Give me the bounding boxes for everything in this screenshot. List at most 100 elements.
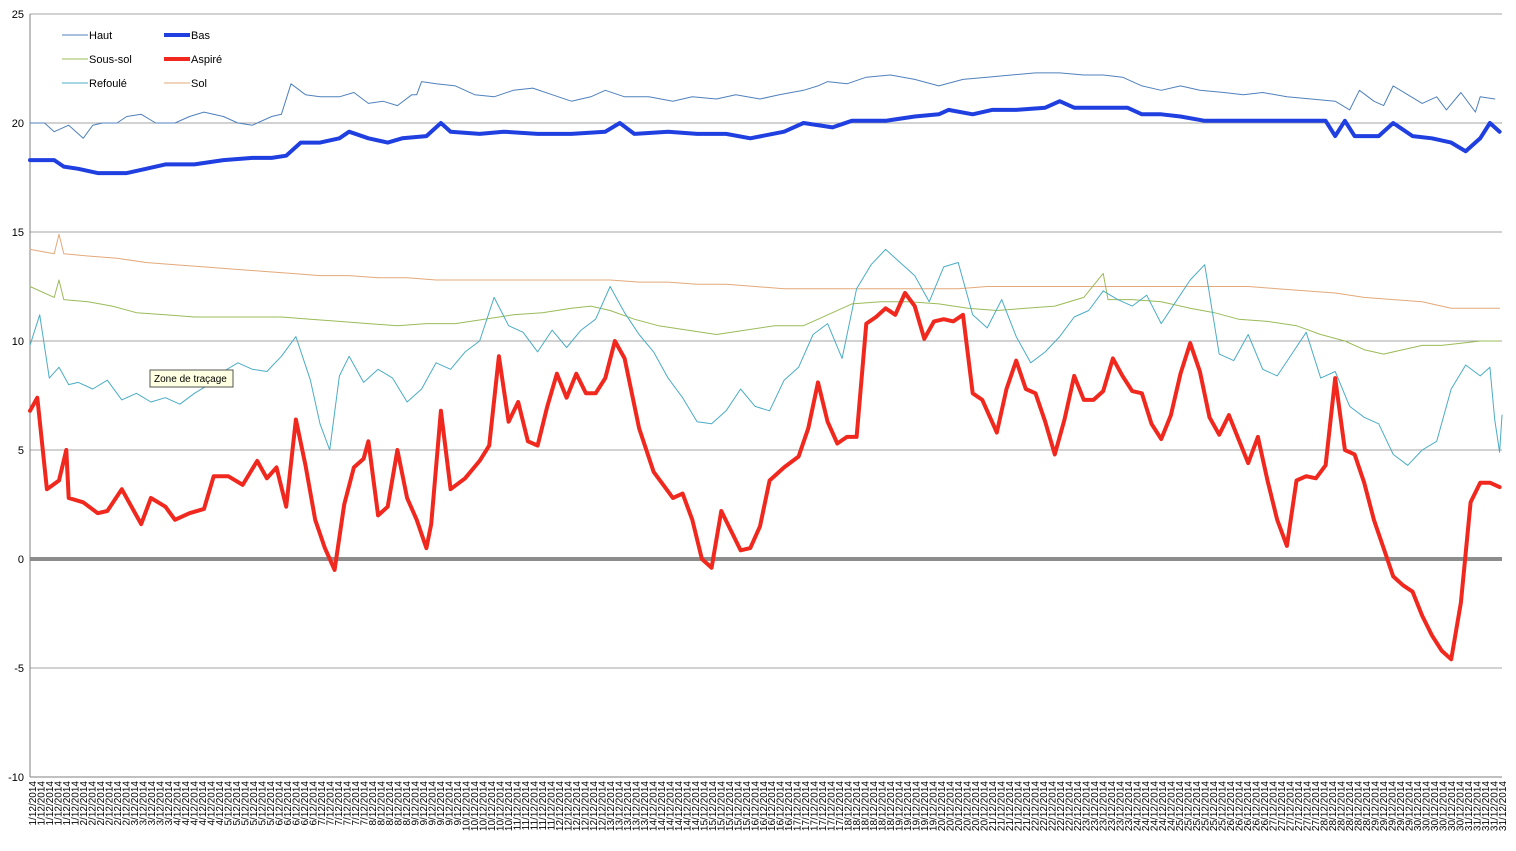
x-tick-label: 12/12/2014	[563, 781, 574, 831]
x-tick-label: 9/12/2014	[453, 781, 464, 826]
x-tick-label: 5/12/2014	[232, 781, 243, 826]
x-tick-label: 25/12/2014	[1192, 781, 1203, 831]
x-tick-label: 17/12/2014	[818, 781, 829, 831]
x-tick-label: 13/12/2014	[631, 781, 642, 831]
x-tick-label: 16/12/2014	[759, 781, 770, 831]
y-tick-label: 25	[12, 9, 24, 21]
x-tick-label: 18/12/2014	[852, 781, 863, 831]
x-tick-label: 2/12/2014	[87, 781, 98, 826]
legend-label: Refoulé	[89, 78, 127, 90]
x-tick-label: 25/12/2014	[1184, 781, 1195, 831]
x-tick-label: 12/12/2014	[555, 781, 566, 831]
x-tick-label: 3/12/2014	[138, 781, 149, 826]
x-tick-label: 5/12/2014	[266, 781, 277, 826]
x-tick-label: 11/12/2014	[546, 781, 557, 831]
series-line-aspir	[28, 291, 1502, 662]
x-tick-label: 19/12/2014	[920, 781, 931, 831]
x-tick-label: 8/12/2014	[393, 781, 404, 826]
x-tick-label: 31/12/2014	[1473, 781, 1484, 831]
x-tick-label: 22/12/2014	[1065, 781, 1076, 831]
x-tick-label: 5/12/2014	[249, 781, 260, 826]
x-tick-label: 11/12/2014	[538, 781, 549, 831]
x-tick-label: 11/12/2014	[512, 781, 523, 831]
y-tick-label: 5	[18, 445, 24, 457]
x-tick-label: 30/12/2014	[1439, 781, 1450, 831]
x-tick-label: 14/12/2014	[691, 781, 702, 831]
x-tick-label: 2/12/2014	[104, 781, 115, 826]
x-tick-label: 22/12/2014	[1031, 781, 1042, 831]
x-tick-label: 6/12/2014	[300, 781, 311, 826]
x-tick-label: 4/12/2014	[181, 781, 192, 826]
x-tick-label: 15/12/2014	[733, 781, 744, 831]
x-tick-label: 17/12/2014	[827, 781, 838, 831]
x-tick-label: 28/12/2014	[1354, 781, 1365, 831]
x-tick-label: 23/12/2014	[1124, 781, 1135, 831]
x-tick-label: 21/12/2014	[1005, 781, 1016, 831]
x-tick-label: 15/12/2014	[725, 781, 736, 831]
x-tick-label: 27/12/2014	[1286, 781, 1297, 831]
x-tick-label: 20/12/2014	[954, 781, 965, 831]
x-tick-label: 21/12/2014	[1022, 781, 1033, 831]
x-tick-label: 19/12/2014	[903, 781, 914, 831]
x-tick-label: 1/12/2014	[28, 781, 39, 826]
x-tick-label: 20/12/2014	[963, 781, 974, 831]
x-tick-label: 7/12/2014	[342, 781, 353, 826]
x-tick-label: 17/12/2014	[810, 781, 821, 831]
x-tick-label: 29/12/2014	[1371, 781, 1382, 831]
x-tick-label: 8/12/2014	[385, 781, 396, 826]
x-tick-label: 27/12/2014	[1311, 781, 1322, 831]
x-tick-label: 15/12/2014	[716, 781, 727, 831]
y-tick-label: 15	[12, 227, 24, 239]
x-tick-label: 17/12/2014	[835, 781, 846, 831]
x-tick-label: 18/12/2014	[861, 781, 872, 831]
x-tick-label: 12/12/2014	[580, 781, 591, 831]
x-tick-label: 28/12/2014	[1320, 781, 1331, 831]
x-tick-label: 8/12/2014	[402, 781, 413, 826]
x-tick-label: 10/12/2014	[495, 781, 506, 831]
x-tick-label: 6/12/2014	[274, 781, 285, 826]
x-tick-label: 4/12/2014	[189, 781, 200, 826]
y-tick-label: 0	[18, 554, 24, 566]
x-tick-label: 1/12/2014	[53, 781, 64, 826]
series-line-haut	[29, 72, 1496, 139]
x-tick-label: 14/12/2014	[682, 781, 693, 831]
x-tick-label: 16/12/2014	[767, 781, 778, 831]
series-line-refoul	[29, 248, 1503, 466]
x-tick-label: 21/12/2014	[988, 781, 999, 831]
x-tick-label: 25/12/2014	[1218, 781, 1229, 831]
x-tick-label: 20/12/2014	[937, 781, 948, 831]
x-tick-label: 1/12/2014	[36, 781, 47, 826]
legend-label: Haut	[89, 30, 112, 42]
x-tick-label: 16/12/2014	[776, 781, 787, 831]
x-tick-label: 20/12/2014	[980, 781, 991, 831]
x-tick-label: 28/12/2014	[1328, 781, 1339, 831]
x-tick-label: 5/12/2014	[223, 781, 234, 826]
x-tick-label: 13/12/2014	[640, 781, 651, 831]
x-tick-label: 30/12/2014	[1456, 781, 1467, 831]
x-tick-label: 9/12/2014	[410, 781, 421, 826]
x-tick-label: 15/12/2014	[708, 781, 719, 831]
x-tick-label: 6/12/2014	[283, 781, 294, 826]
x-tick-label: 4/12/2014	[206, 781, 217, 826]
x-tick-label: 7/12/2014	[325, 781, 336, 826]
x-tick-label: 9/12/2014	[419, 781, 430, 826]
x-tick-label: 18/12/2014	[844, 781, 855, 831]
x-tick-label: 4/12/2014	[198, 781, 209, 826]
x-tick-label: 9/12/2014	[427, 781, 438, 826]
y-tick-label: 10	[12, 336, 24, 348]
x-axis: 1/12/20141/12/20141/12/20141/12/20141/12…	[28, 776, 1509, 831]
x-tick-label: 31/12/2014	[1498, 781, 1509, 831]
x-tick-label: 14/12/2014	[657, 781, 668, 831]
x-tick-label: 22/12/2014	[1073, 781, 1084, 831]
x-tick-label: 29/12/2014	[1396, 781, 1407, 831]
x-tick-label: 26/12/2014	[1235, 781, 1246, 831]
x-tick-label: 5/12/2014	[240, 781, 251, 826]
x-tick-label: 29/12/2014	[1379, 781, 1390, 831]
x-tick-label: 26/12/2014	[1252, 781, 1263, 831]
x-tick-label: 2/12/2014	[79, 781, 90, 826]
x-tick-label: 1/12/2014	[62, 781, 73, 826]
x-tick-label: 28/12/2014	[1362, 781, 1373, 831]
tooltip-text: Zone de traçage	[154, 374, 227, 385]
x-tick-label: 31/12/2014	[1464, 781, 1475, 831]
x-tick-label: 24/12/2014	[1167, 781, 1178, 831]
